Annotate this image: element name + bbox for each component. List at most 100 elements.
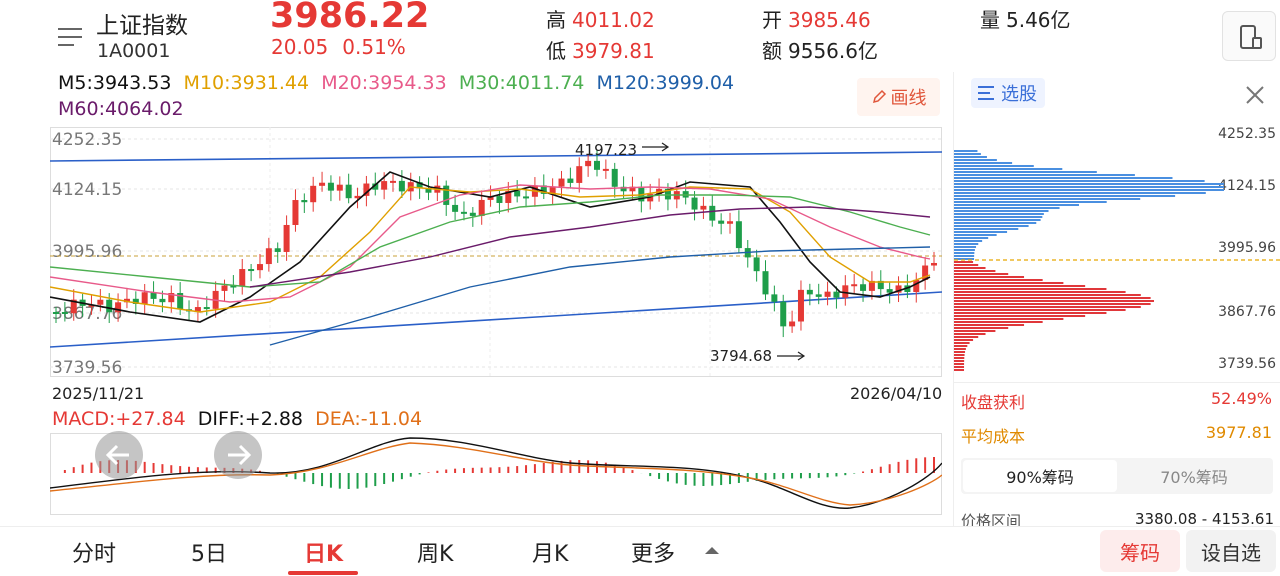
candle-body (691, 197, 698, 210)
chip-price-label: 4252.35 (1218, 126, 1276, 142)
candle-body (922, 265, 929, 280)
chip-distribution-chart: 4252.35 4124.15 3995.96 3867.76 3739.56 (954, 126, 1280, 372)
next-arrow-button[interactable] (214, 431, 262, 479)
chip-bar (954, 297, 1151, 299)
chip-bar (954, 219, 1041, 221)
chip-bar (954, 258, 975, 260)
chip70-tab[interactable]: 70%筹码 (1160, 468, 1228, 487)
chip-bar (954, 153, 981, 155)
chip-bar (954, 324, 1025, 326)
y-tick-label: 3867.76 (52, 304, 122, 324)
tab-intraday[interactable]: 分时 (72, 542, 117, 567)
price-range-label: 价格区间 (961, 512, 1022, 530)
chip-bar (954, 345, 968, 347)
macd-frame (50, 433, 942, 515)
chip-bar (954, 192, 1206, 194)
candle-body (319, 182, 326, 186)
candle-body (771, 294, 778, 302)
candle-body (549, 186, 556, 194)
tab-daily-k[interactable]: 日K (304, 542, 344, 567)
candle-body (487, 196, 494, 200)
candle-body (336, 184, 343, 191)
prev-arrow-button[interactable] (95, 431, 143, 479)
candle-body (505, 190, 512, 203)
candle-body (753, 257, 760, 272)
candle-body (390, 180, 397, 183)
ma5-line (50, 171, 931, 323)
chip-bar (954, 174, 1135, 176)
candle-body (132, 298, 139, 304)
candle-body (460, 211, 467, 214)
tab-weekly-k[interactable]: 周K (417, 542, 454, 567)
macd-chart[interactable] (50, 433, 942, 515)
y-tick-label: 3739.56 (52, 358, 122, 377)
menu-icon[interactable] (56, 22, 84, 50)
chip-bar (954, 252, 975, 254)
chip-bar (954, 321, 1043, 323)
ma20-label: M20:3954.33 (321, 72, 447, 94)
chip-bar (954, 204, 1079, 206)
candle-body (53, 312, 59, 314)
change-amount: 20.05 (271, 35, 329, 59)
candle-body (141, 292, 148, 304)
chip-bar (954, 171, 1097, 173)
chip-price-label: 4124.15 (1218, 178, 1276, 194)
candle-body (620, 186, 627, 192)
change-percent: 0.51% (342, 35, 406, 59)
chip-bar (954, 318, 1064, 320)
avg-cost-label: 平均成本 (961, 427, 1026, 446)
divider (954, 382, 1280, 383)
caret-up-icon[interactable] (704, 545, 720, 555)
candle-body (585, 160, 592, 167)
chip-bar (954, 249, 975, 251)
volume-stat: 量 5.46亿 (980, 8, 1071, 32)
candle-body (540, 185, 547, 194)
add-watchlist-button[interactable]: 设自选 (1186, 530, 1276, 572)
candle-body (345, 184, 352, 199)
chip-bar (954, 201, 1107, 203)
chip-bar (954, 264, 979, 266)
draw-line-label: 画线 (890, 88, 927, 109)
chip90-tab[interactable]: 90%筹码 (963, 460, 1117, 492)
ma-legend-row1: M5:3943.53 M10:3931.44 M20:3954.33 M30:4… (58, 72, 734, 94)
high-marker-label: 4197.23 (575, 141, 637, 159)
chip-bar (954, 198, 1141, 200)
chips-button[interactable]: 筹码 (1100, 530, 1180, 572)
list-icon (978, 86, 994, 100)
start-date: 2025/11/21 (52, 384, 145, 403)
chip-bar (954, 354, 965, 356)
chip-bar (954, 186, 1224, 188)
open-stat: 开 3985.46 (762, 8, 871, 32)
close-panel-button[interactable] (1240, 80, 1270, 110)
low-marker-arrow (777, 351, 806, 361)
lower-trend-line (50, 291, 942, 348)
current-price: 3986.22 (270, 0, 430, 36)
chip-panel (953, 72, 1280, 526)
candle-body (70, 299, 77, 314)
draw-line-button[interactable]: 画线 (857, 78, 940, 116)
tab-more[interactable]: 更多 (631, 542, 676, 567)
tab-5day[interactable]: 5日 (191, 542, 227, 567)
end-date: 2026/04/10 (850, 384, 943, 403)
chip-bar (954, 234, 997, 236)
chip-bar (954, 279, 1043, 281)
candle-body (452, 204, 459, 212)
chip-bar (954, 366, 965, 368)
candle-body (194, 307, 201, 312)
candle-body (61, 312, 68, 314)
stock-picker-button[interactable]: 选股 (971, 78, 1045, 108)
chip-bar (954, 213, 1044, 215)
chip-bar (954, 168, 1063, 170)
candle-body (283, 224, 290, 252)
candle-body (274, 248, 281, 252)
kline-chart[interactable]: 4252.35 4124.15 3995.96 3867.76 3739.56 4197.… (50, 127, 942, 377)
chip-bar (954, 291, 1126, 293)
chip-bar (954, 294, 1141, 296)
chip-bar (954, 360, 965, 362)
chip-bar (954, 165, 1034, 167)
active-tab-indicator (288, 571, 358, 575)
candle-body (123, 298, 130, 303)
candle-body (860, 284, 867, 291)
landscape-toggle-button[interactable] (1222, 11, 1276, 61)
tab-monthly-k[interactable]: 月K (532, 542, 569, 567)
